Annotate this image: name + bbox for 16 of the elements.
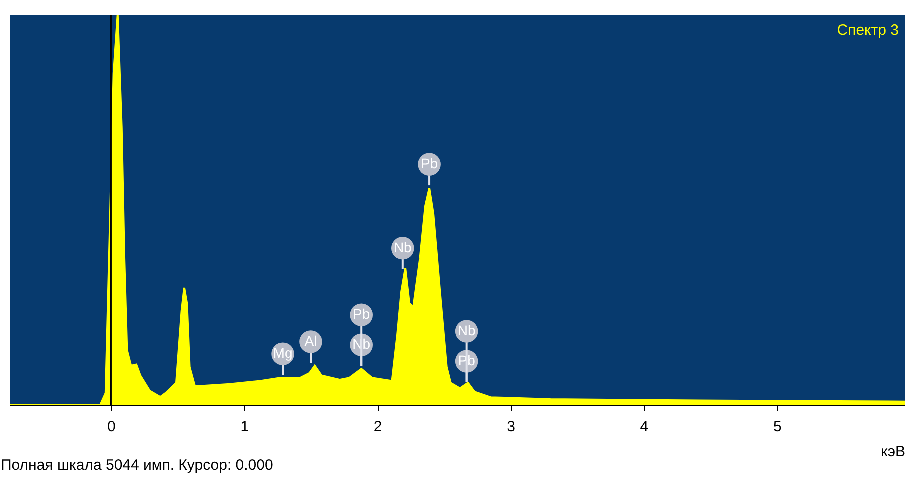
x-tick-label: 5 xyxy=(773,418,782,436)
annotation: Pb xyxy=(353,306,370,322)
x-tick-label: 2 xyxy=(374,418,382,436)
annotation: Nb xyxy=(458,322,476,338)
x-tick-label: 1 xyxy=(240,418,250,436)
x-tick-label: 4 xyxy=(640,418,649,436)
annotation: Mg xyxy=(273,345,293,362)
text: Спектр 3 xyxy=(837,22,899,39)
x-tick-label: 3 xyxy=(507,418,516,436)
annotation: Al xyxy=(304,333,318,349)
annotation: Pb xyxy=(458,352,476,368)
x-tick-label: 0 xyxy=(108,418,116,436)
x-axis-title: кэВ xyxy=(881,444,906,460)
text: Полная шкала 5044 имп. Курсор: 0.000 xyxy=(1,457,274,474)
annotation: Pb xyxy=(420,156,438,172)
annotation: Nb xyxy=(394,239,412,256)
